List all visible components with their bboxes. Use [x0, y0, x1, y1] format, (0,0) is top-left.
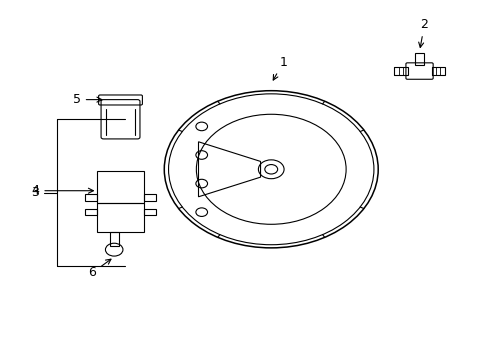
- Bar: [143, 208, 156, 215]
- Text: 1: 1: [273, 55, 287, 80]
- Text: 5: 5: [73, 93, 102, 106]
- Bar: [97, 203, 143, 232]
- Bar: [414, 53, 424, 64]
- Bar: [85, 194, 97, 201]
- Bar: [85, 208, 97, 215]
- Bar: [110, 232, 118, 246]
- Text: 3: 3: [31, 186, 39, 199]
- Bar: [431, 67, 445, 75]
- Text: 2: 2: [418, 18, 427, 48]
- Text: 6: 6: [88, 259, 111, 279]
- Text: 4: 4: [31, 184, 93, 197]
- Bar: [393, 67, 407, 75]
- Bar: [143, 194, 156, 201]
- Bar: [97, 171, 143, 203]
